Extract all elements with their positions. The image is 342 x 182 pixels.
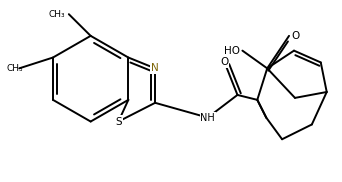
Text: N: N — [151, 63, 159, 73]
Text: O: O — [291, 31, 299, 41]
Text: S: S — [115, 116, 122, 126]
Text: CH₃: CH₃ — [49, 10, 65, 19]
Text: NH: NH — [200, 113, 215, 123]
Text: CH₃: CH₃ — [6, 64, 23, 73]
Text: O: O — [221, 58, 229, 68]
Text: HO: HO — [224, 46, 240, 56]
